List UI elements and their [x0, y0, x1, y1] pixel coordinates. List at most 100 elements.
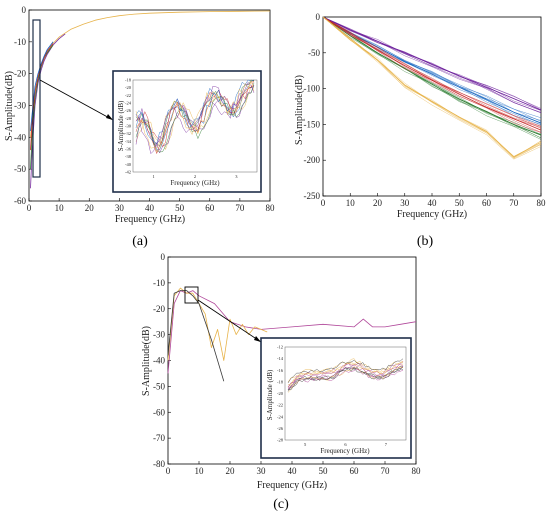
inset-plot-a [132, 79, 258, 173]
zoom-box-a [32, 19, 41, 178]
x-tick-label: 80 [537, 198, 547, 208]
inset-series-line [135, 81, 255, 155]
y-tick-label: -30 [153, 330, 165, 340]
inset-series-c [287, 358, 404, 393]
y-tick-label: -40 [153, 356, 165, 366]
inset-y-tick-label: -28 [125, 116, 132, 121]
x-tick-label: 10 [55, 203, 65, 213]
inset-y-ticks-c: -12 -14 -16 -18 -20 -22 -24 -26 -28 [277, 345, 284, 443]
inset-y-tick-label: -26 [125, 108, 132, 113]
y-tick-label: -20 [153, 304, 165, 314]
ylabel-c: S-Amplitude(dB) [141, 326, 152, 396]
x-tick-label: 60 [205, 203, 215, 213]
panel-label-c: (c) [273, 497, 289, 512]
x-tick-label: 20 [85, 203, 95, 213]
series-c [167, 287, 417, 382]
x-tick-label: 10 [346, 198, 356, 208]
inset-series-line [287, 363, 404, 389]
inset-series-line [135, 79, 255, 148]
series-line [322, 16, 542, 159]
x-tick-label: 0 [27, 203, 32, 213]
series-line [30, 10, 271, 138]
x-tick-label: 80 [412, 466, 422, 476]
x-tick-label: 30 [115, 203, 125, 213]
series-line [322, 16, 542, 158]
y-tick-label: -150 [304, 119, 321, 129]
inset-y-tick-label: -16 [277, 368, 284, 373]
series-line [322, 16, 542, 160]
y-tick-label: 0 [22, 5, 27, 15]
x-tick-label: 40 [288, 466, 298, 476]
series-line [322, 16, 542, 128]
series-line [322, 16, 542, 109]
inset-y-tick-label: -36 [125, 147, 132, 152]
series-line [167, 290, 225, 382]
x-tick-label: 0 [166, 466, 171, 476]
series-line [322, 16, 542, 125]
series-line [322, 16, 542, 121]
xlabel-b: Frequency (GHz) [397, 209, 467, 220]
inset-x-ticks-c: 5 6 7 [304, 442, 388, 447]
inset-y-tick-label: -24 [125, 101, 132, 106]
y-tick-label: -200 [304, 155, 321, 165]
inset-y-ticks-a: -18 -20 -22 -24 -26 -28 -30 -32 -34 -36 -38 -40 -42 [125, 78, 132, 175]
inset-y-tick-label: -18 [125, 78, 132, 83]
panel-b: 0 10 20 30 40 50 60 70 80 -250 -200 -150 -100 -50 0 F… [294, 12, 546, 249]
inset-x-tick-label: 6 [344, 442, 347, 447]
inset-y-tick-label: -42 [125, 170, 131, 175]
inset-y-tick-label: -12 [277, 345, 283, 350]
series-line [322, 16, 542, 139]
inset-y-tick-label: -34 [125, 139, 132, 144]
series-line [322, 16, 542, 114]
inset-c: -12 -14 -16 -18 -20 -22 -24 -26 -28 5 6 7 Frequenc… [260, 337, 412, 459]
xlabel-c: Frequency (GHz) [257, 480, 327, 491]
inset-x-tick-label: 5 [304, 442, 307, 447]
inset-plot-c [284, 346, 407, 441]
x-tick-label: 70 [509, 198, 519, 208]
x-tick-label: 40 [428, 198, 438, 208]
series-line [30, 33, 66, 189]
inset-xlabel-c: Frequency (GHz) [320, 447, 370, 455]
inset-y-tick-label: -26 [277, 426, 284, 431]
y-tick-label: -10 [153, 278, 165, 288]
inset-series-line [287, 358, 404, 384]
x-tick-label: 70 [235, 203, 245, 213]
inset-series-line [287, 361, 404, 385]
y-tick-label: -20 [14, 69, 26, 79]
series-line [322, 16, 542, 131]
y-tick-label: -50 [308, 48, 320, 58]
x-ticks-a: 0 10 20 30 40 50 60 70 80 [27, 198, 275, 213]
inset-y-tick-label: -22 [277, 403, 283, 408]
x-tick-label: 50 [319, 466, 329, 476]
panel-a: 0 10 20 30 40 50 60 70 80 -60 -50 -40 -30 -20 -10 0 -1… [4, 5, 275, 249]
y-tick-label: -80 [153, 459, 165, 469]
xlabel-a: Frequency (GHz) [115, 214, 185, 225]
inset-xlabel-a: Frequency (GHz) [170, 179, 220, 187]
y-tick-label: -50 [153, 381, 165, 391]
inset-series-line [287, 366, 404, 391]
y-ticks-c: -80 -70 -60 -50 -40 -30 -20 -10 0 [153, 252, 171, 469]
x-tick-label: 80 [266, 203, 276, 213]
zoom-arrow-c [197, 299, 262, 343]
zoom-box-c [184, 286, 199, 304]
inset-y-tick-label: -20 [277, 391, 284, 396]
x-tick-label: 50 [455, 198, 465, 208]
x-tick-label: 20 [226, 466, 236, 476]
x-tick-label: 60 [482, 198, 492, 208]
x-ticks-c: 0 10 20 30 40 50 60 70 80 [166, 461, 421, 476]
inset-y-tick-label: -14 [277, 356, 284, 361]
series-line [322, 16, 542, 135]
inset-frame-c [260, 337, 412, 459]
ylabel-b: S-Amplitude(dB) [294, 75, 305, 145]
y-tick-label: -60 [14, 196, 26, 206]
inset-a: -18-20-22-24-26-28-30-32-34-36-38-40-42 … [112, 70, 262, 193]
inset-series-line [135, 79, 255, 149]
inset-ylabel-c: S-Amplitude (dB) [266, 369, 274, 420]
inset-ylabel-a: S-Amplitude (dB) [117, 100, 125, 151]
inset-y-tick-label: -20 [125, 85, 132, 90]
inset-series-a [135, 79, 255, 155]
y-tick-label: -50 [14, 164, 26, 174]
y-tick-label: 0 [316, 12, 321, 22]
y-tick-label: -70 [153, 433, 165, 443]
